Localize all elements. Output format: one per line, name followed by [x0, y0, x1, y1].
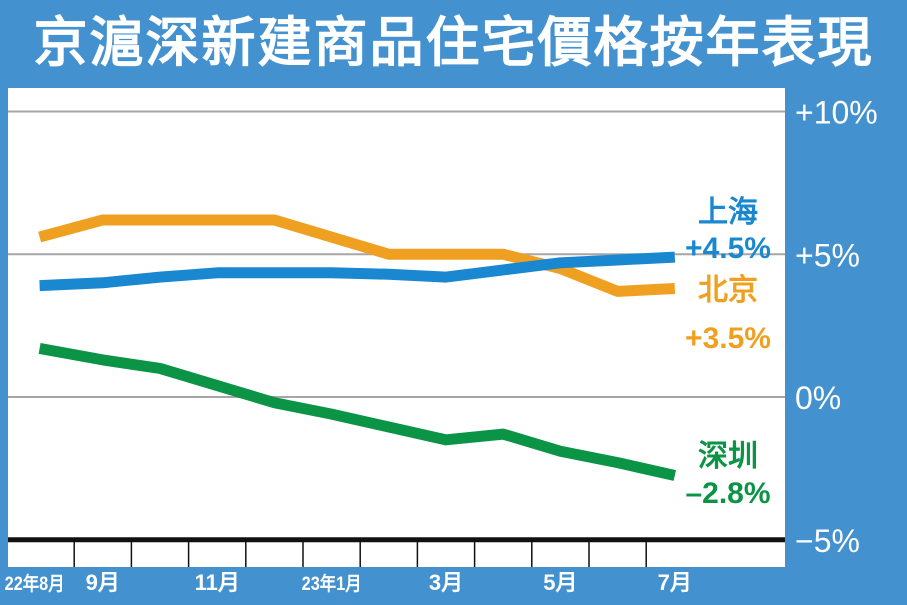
plot-area [8, 88, 785, 567]
series-label-value: +4.5% [685, 232, 771, 265]
x-tick-label: 9月 [86, 570, 120, 595]
y-tick-label: −5% [795, 523, 860, 559]
y-tick-label: +5% [795, 237, 860, 273]
x-tick-label: 23年1月 [302, 572, 362, 595]
series-label-value: +3.5% [685, 322, 771, 355]
y-tick-label: +10% [795, 95, 878, 131]
x-tick-label: 22年8月 [5, 572, 65, 595]
series-line-深圳 [38, 343, 677, 481]
x-tick-label: 11月 [195, 570, 240, 595]
series-label-value: –2.8% [685, 477, 770, 510]
x-tick-label: 3月 [429, 570, 463, 595]
series-line-上海 [39, 251, 676, 292]
y-tick-label: 0% [795, 380, 841, 416]
series-label-name: 深圳 [698, 439, 758, 474]
x-tick-label: 5月 [543, 570, 577, 595]
series-label-name: 北京 [698, 273, 758, 308]
series-line-北京 [38, 214, 676, 297]
x-tick-label: 7月 [658, 570, 692, 595]
chart-title: 京滬深新建商品住宅價格按年表現 [33, 10, 874, 74]
series-label-name: 上海 [698, 195, 758, 230]
